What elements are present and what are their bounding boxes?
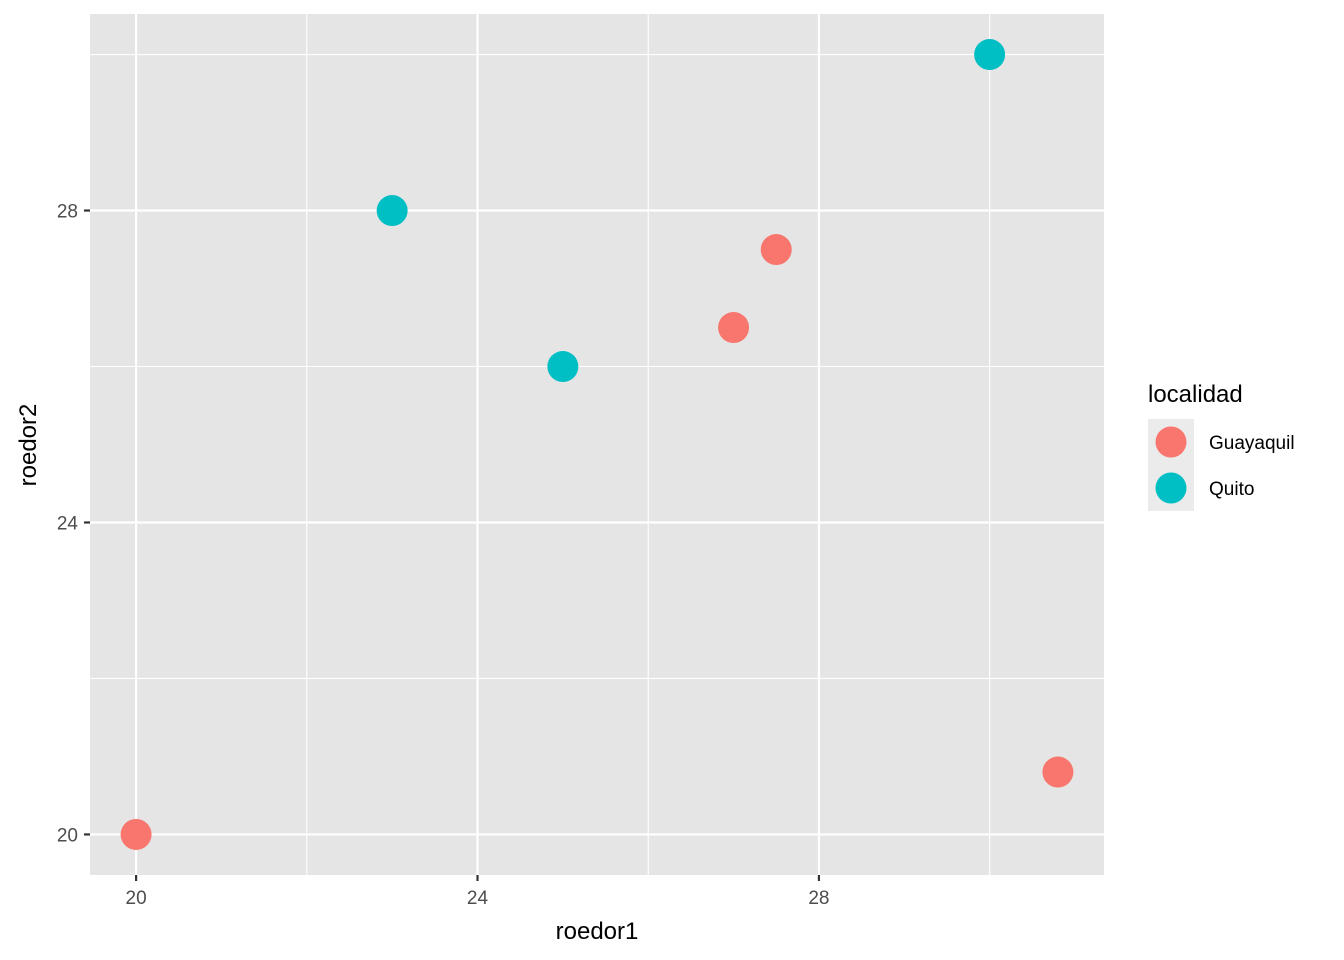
legend-label-guayaquil: Guayaquil	[1209, 433, 1295, 454]
axis-ticks: 20 24 28 20 24 28	[57, 202, 830, 909]
legend-swatch-guayaquil	[1155, 426, 1187, 458]
legend: localidad Guayaquil Quito	[1148, 381, 1295, 511]
data-point-guayaquil	[718, 312, 750, 344]
plot-panel	[90, 14, 1104, 875]
data-point-quito	[376, 195, 408, 227]
y-axis-title: roedor2	[15, 404, 42, 487]
data-point-quito	[547, 351, 579, 383]
legend-swatch-quito	[1155, 472, 1187, 504]
data-point-quito	[974, 39, 1006, 71]
legend-label-quito: Quito	[1209, 479, 1254, 500]
y-tick-label: 20	[57, 825, 78, 846]
major-gridlines	[90, 14, 1104, 875]
legend-title: localidad	[1148, 381, 1243, 408]
y-tick-label: 24	[57, 513, 79, 534]
legend-items: Guayaquil Quito	[1148, 419, 1295, 511]
x-axis-title: roedor1	[556, 918, 639, 945]
data-point-guayaquil	[1042, 756, 1074, 788]
x-tick-label: 28	[808, 888, 829, 909]
data-points	[120, 39, 1074, 850]
x-tick-label: 24	[467, 888, 489, 909]
x-tick-label: 20	[126, 888, 147, 909]
y-tick-label: 28	[57, 202, 78, 223]
minor-gridlines	[90, 14, 1104, 875]
data-point-guayaquil	[760, 234, 792, 266]
data-point-guayaquil	[120, 818, 152, 850]
